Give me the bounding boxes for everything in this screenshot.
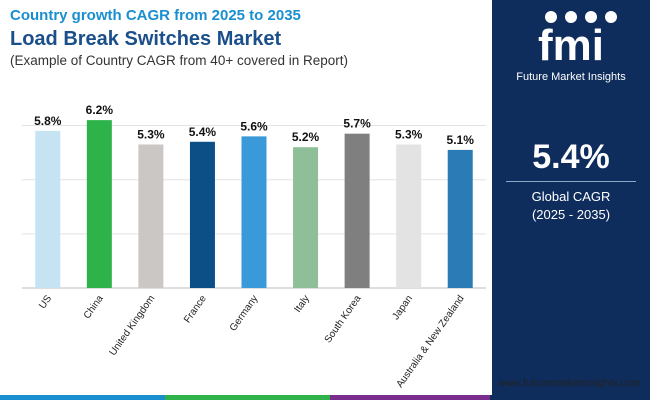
- x-tick-label: South Korea: [323, 293, 364, 345]
- website-link[interactable]: www.futuremarketinsights.com: [498, 377, 641, 389]
- data-label: 5.6%: [240, 119, 268, 133]
- chart-subtitle: Country growth CAGR from 2025 to 2035: [10, 7, 301, 24]
- bottom-bar-segment-blue: [0, 395, 165, 400]
- bottom-color-bar: [0, 395, 650, 400]
- x-tick-label: United Kingdom: [108, 293, 158, 358]
- x-tick-label: China: [82, 293, 106, 321]
- global-cagr-label: Global CAGR: [531, 189, 611, 204]
- bar-australia-new-zealand: [447, 149, 473, 288]
- side-panel: fmi Future Market Insights 5.4% Global C…: [492, 0, 650, 400]
- fmi-logo-icon: fmi: [538, 11, 617, 70]
- data-label: 5.1%: [447, 133, 475, 147]
- global-cagr-period: (2025 - 2035): [531, 207, 611, 222]
- bottom-bar-segment-green: [165, 395, 330, 400]
- chart-title: Load Break Switches Market: [10, 28, 282, 50]
- data-label: 5.3%: [137, 127, 165, 141]
- data-label: 5.4%: [189, 125, 217, 139]
- header: Country growth CAGR from 2025 to 2035 Lo…: [10, 6, 490, 70]
- logo-tagline: Future Market Insights: [516, 71, 626, 83]
- bar-south-korea: [344, 133, 370, 288]
- bottom-bar-segment-navy: [490, 395, 650, 400]
- data-label: 5.8%: [34, 114, 62, 128]
- bottom-bar-segment-purple: [330, 395, 490, 400]
- bar-germany: [241, 136, 267, 288]
- data-label: 5.2%: [292, 130, 320, 144]
- logo-text: fmi: [538, 21, 604, 64]
- bar-china: [86, 120, 112, 288]
- data-label: 6.2%: [86, 103, 114, 117]
- x-tick-label: US: [37, 293, 54, 311]
- kpi-divider: [506, 181, 636, 182]
- data-label: 5.7%: [343, 117, 371, 131]
- x-tick-label: Italy: [292, 293, 312, 314]
- x-tick-label: France: [182, 293, 209, 325]
- x-tick-label: Germany: [228, 293, 261, 333]
- x-tick-labels: US China United Kingdom France Germany Italy S…: [37, 293, 466, 390]
- bar-france: [189, 141, 215, 288]
- bar-us: [35, 130, 61, 288]
- data-label: 5.3%: [395, 127, 423, 141]
- chart-description: (Example of Country CAGR from 40+ covere…: [10, 53, 349, 68]
- data-labels: 5.8% 6.2% 5.3% 5.4% 5.6% 5.2% 5.7% 5.3% 5.1%: [34, 103, 474, 147]
- bar-italy: [293, 147, 319, 288]
- global-cagr-value: 5.4%: [532, 138, 610, 176]
- bar-united-kingdom: [138, 144, 164, 288]
- bar-japan: [396, 144, 422, 288]
- x-tick-label: Japan: [390, 293, 415, 322]
- bar-chart: 5.8% 6.2% 5.3% 5.4% 5.6% 5.2% 5.7% 5.3% 5.1% US C…: [22, 103, 486, 390]
- fmi-logo: fmi Future Market Insights: [492, 8, 650, 83]
- bars: [35, 120, 473, 288]
